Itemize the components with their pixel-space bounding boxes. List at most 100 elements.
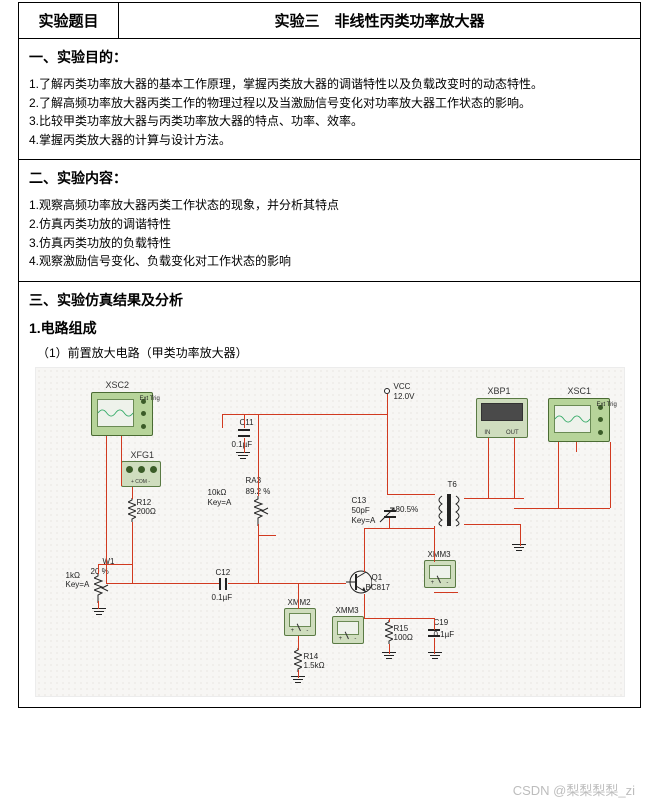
resistor-r14	[294, 648, 302, 672]
potentiometer-ra3	[254, 496, 274, 526]
vcc-label: VCC	[394, 382, 411, 391]
list-item: 3.仿真丙类功放的负载特性	[29, 234, 630, 253]
c13-pct: 80.5%	[396, 505, 419, 514]
wire	[387, 394, 388, 494]
wire	[610, 442, 611, 508]
wire	[364, 528, 434, 529]
r12-val: 200Ω	[137, 507, 156, 516]
wire	[298, 583, 299, 609]
wire	[98, 564, 99, 574]
wire	[228, 583, 346, 584]
c12-ref: C12	[216, 568, 231, 577]
wire	[387, 494, 435, 495]
r15-ref: R15	[394, 624, 409, 633]
vcc-value: 12.0V	[394, 392, 415, 401]
bode-plotter: IN OUT	[476, 398, 528, 438]
wire	[364, 528, 365, 572]
circuit-diagram: VCC 12.0V XSC2 Ext Trig XSC1 Ext Trig	[35, 367, 625, 697]
section-title: 三、实验仿真结果及分析	[29, 290, 630, 310]
multimeter-xmm3b: +-	[424, 560, 456, 588]
xbp1-label: XBP1	[488, 386, 511, 396]
function-generator: + COM -	[121, 461, 161, 487]
xsc1-label: XSC1	[568, 386, 592, 396]
wire	[98, 601, 99, 609]
r12-ref: R12	[137, 498, 152, 507]
wire	[258, 524, 259, 584]
wire	[558, 442, 559, 508]
r15-val: 100Ω	[394, 633, 413, 642]
c11-val: 0.1µF	[232, 440, 253, 449]
c19-val: 0.1µF	[434, 630, 455, 639]
w1-key: Key=A	[66, 580, 90, 589]
section-content: 二、实验内容： 1.观察高频功率放大器丙类工作状态的现象，并分析其特点 2.仿真…	[19, 160, 640, 281]
subsection-title: 1.电路组成	[29, 318, 630, 338]
ground-icon	[236, 452, 250, 462]
wire	[364, 594, 365, 618]
list-item: 1.观察高频功率放大器丙类工作状态的现象，并分析其特点	[29, 196, 630, 215]
wire	[106, 583, 219, 584]
wire	[98, 564, 132, 565]
wire	[434, 618, 435, 630]
ground-icon	[92, 608, 106, 618]
ra3-ref: RA3	[246, 476, 262, 485]
xmm2-label: XMM2	[288, 598, 311, 607]
potentiometer-w1	[94, 573, 114, 603]
wire	[298, 636, 299, 650]
list-item: 4.观察激励信号变化、负载变化对工作状态的影响	[29, 252, 630, 271]
ra3-val: 10kΩ	[208, 488, 227, 497]
list-item: 1.了解丙类功率放大器的基本工作原理，掌握丙类放大器的调谐特性以及负载改变时的动…	[29, 75, 630, 94]
title-content: 实验三 非线性丙类功率放大器	[119, 3, 640, 38]
multimeter-xmm2: +-	[284, 608, 316, 636]
wire	[434, 592, 458, 593]
transformer-t6	[434, 494, 464, 526]
c11-ref: C11	[240, 418, 254, 427]
out-label: OUT	[506, 430, 519, 436]
section-title: 二、实验内容：	[29, 168, 630, 188]
q1-ref: Q1	[372, 573, 383, 582]
wire	[576, 442, 577, 452]
circuit-caption: （1）前置放大电路（甲类功率放大器）	[37, 344, 630, 361]
xmm3-label: XMM3	[336, 606, 359, 615]
list-item: 2.了解高频功率放大器丙类工作的物理过程以及当激励信号变化对功率放大器工作状态的…	[29, 94, 630, 113]
wire	[389, 644, 390, 654]
wire	[434, 638, 435, 654]
c13-ref: C13	[352, 496, 367, 505]
wire	[258, 535, 276, 536]
wire	[106, 436, 107, 583]
c13-val: 50pF	[352, 506, 370, 515]
resistor-r15	[385, 620, 393, 644]
wire	[514, 508, 610, 509]
watermark: CSDN @梨梨梨梨_zi	[513, 780, 635, 799]
ground-icon	[428, 652, 442, 662]
wire	[520, 524, 521, 546]
wire	[434, 526, 435, 562]
c13-key: Key=A	[352, 516, 376, 525]
wire	[464, 524, 520, 525]
wire	[514, 438, 515, 498]
wire	[389, 518, 390, 528]
t6-label: T6	[448, 480, 457, 489]
resistor-r12	[128, 498, 136, 522]
wire	[132, 487, 133, 499]
wire	[222, 414, 388, 415]
w1-val: 1kΩ	[66, 571, 80, 580]
wire	[364, 618, 434, 619]
c12-val: 0.1µF	[212, 593, 233, 602]
section-objectives: 一、实验目的： 1.了解丙类功率放大器的基本工作原理，掌握丙类放大器的调谐特性以…	[19, 39, 640, 160]
ext-trig-label: Ext Trig	[597, 402, 617, 409]
r14-ref: R14	[304, 652, 319, 661]
section-title: 一、实验目的：	[29, 47, 630, 67]
title-row: 实验题目 实验三 非线性丙类功率放大器	[19, 3, 640, 39]
c19-ref: C19	[434, 618, 449, 627]
xmm3b-label: XMM3	[428, 550, 451, 559]
ground-icon	[512, 544, 526, 554]
title-label: 实验题目	[19, 3, 119, 38]
r14-val: 1.5kΩ	[304, 661, 325, 670]
list-item: 2.仿真丙类功放的调谐特性	[29, 215, 630, 234]
wire	[298, 670, 299, 678]
wire	[258, 414, 259, 496]
ra3-key: Key=A	[208, 498, 232, 507]
section-results: 三、实验仿真结果及分析 1.电路组成 （1）前置放大电路（甲类功率放大器） VC…	[19, 282, 640, 707]
in-label: IN	[484, 430, 490, 436]
xsc2-label: XSC2	[106, 380, 130, 390]
